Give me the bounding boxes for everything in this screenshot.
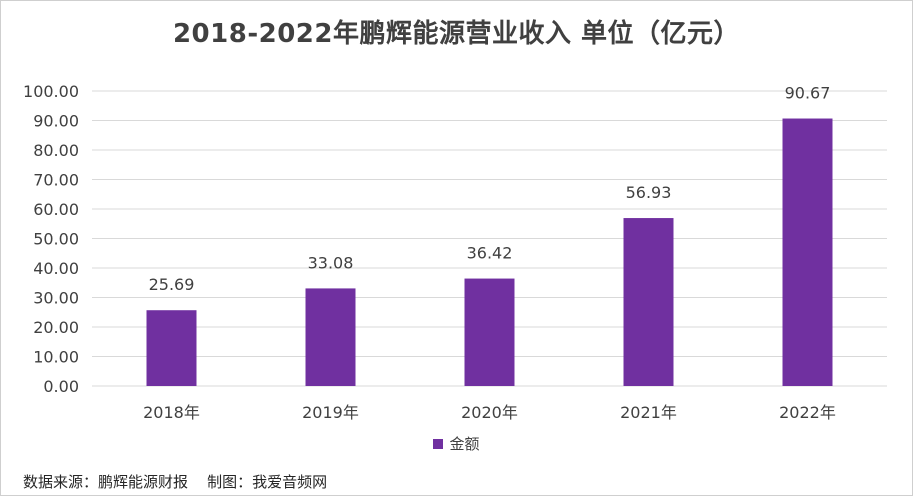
data-label: 25.69	[149, 275, 195, 294]
y-tick-label: 40.00	[33, 259, 79, 278]
legend: 金额	[1, 433, 912, 454]
data-label: 36.42	[467, 244, 513, 263]
y-tick-label: 30.00	[33, 289, 79, 308]
y-tick-label: 100.00	[23, 82, 79, 101]
y-tick-label: 80.00	[33, 141, 79, 160]
bar	[623, 218, 674, 386]
chart-title: 2018-2022年鹏辉能源营业收入 单位（亿元）	[172, 19, 741, 49]
x-tick-label: 2018年	[143, 403, 200, 422]
bar	[305, 288, 356, 386]
y-tick-label: 70.00	[33, 171, 79, 190]
bar	[464, 278, 515, 386]
y-tick-label: 10.00	[33, 348, 79, 367]
y-tick-label: 20.00	[33, 318, 79, 337]
data-label: 90.67	[785, 84, 831, 103]
y-tick-label: 90.00	[33, 112, 79, 131]
data-label: 56.93	[626, 183, 672, 202]
x-tick-label: 2019年	[302, 403, 359, 422]
y-tick-label: 60.00	[33, 200, 79, 219]
x-tick-label: 2022年	[779, 403, 836, 422]
legend-swatch	[433, 438, 444, 449]
x-tick-label: 2020年	[461, 403, 518, 422]
y-tick-label: 50.00	[33, 230, 79, 249]
source-note: 数据来源：鹏辉能源财报 制图：我爱音频网	[23, 473, 328, 491]
y-tick-label: 0.00	[43, 377, 79, 396]
x-tick-label: 2021年	[620, 403, 677, 422]
data-label: 33.08	[308, 253, 354, 272]
legend-label: 金额	[449, 435, 480, 453]
bar	[146, 310, 197, 386]
bar	[782, 118, 833, 386]
